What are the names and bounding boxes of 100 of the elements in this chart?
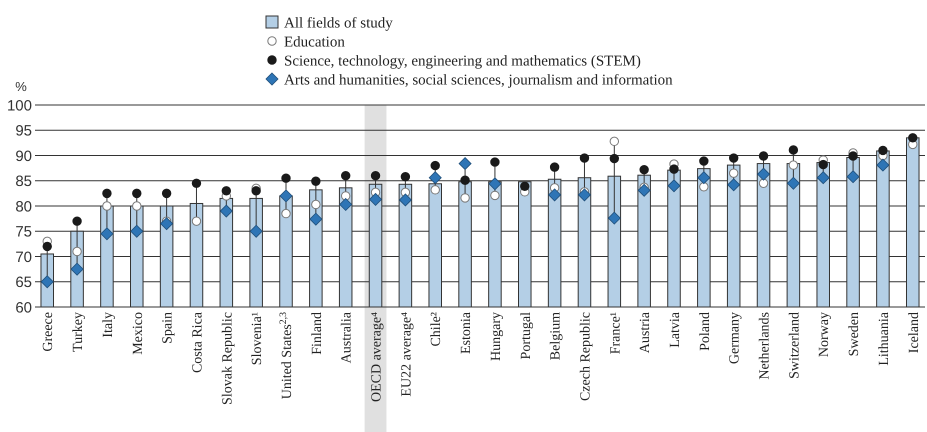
point: [430, 160, 440, 170]
point: [520, 182, 530, 192]
point: [100, 227, 114, 240]
y-tick-label: 65: [15, 274, 32, 291]
point: [369, 193, 382, 206]
point: [848, 151, 858, 161]
point: [220, 204, 233, 218]
x-tick-label: Turkey: [71, 312, 86, 352]
point: [757, 168, 770, 181]
point: [458, 157, 472, 170]
x-tick-label: Australia: [340, 311, 355, 364]
point: [490, 190, 500, 200]
point: [460, 193, 470, 203]
x-tick-label: Iceland: [906, 312, 922, 354]
x-tick-label: Finland: [310, 312, 325, 355]
x-tick-label: Mexico: [130, 312, 146, 355]
point: [846, 170, 860, 184]
point: [192, 178, 202, 188]
legend-label: Science, technology, engineering and mathematics (STEM): [284, 53, 641, 70]
point: [340, 191, 350, 201]
point: [132, 188, 142, 198]
point: [699, 182, 709, 192]
point: [72, 246, 82, 256]
x-tick-label: Germany: [728, 312, 743, 364]
x-tick-label: Hungary: [488, 312, 504, 361]
x-tick-label: OECD average⁴: [370, 312, 385, 402]
point: [251, 186, 261, 196]
point: [250, 224, 263, 238]
y-tick-label: 60: [15, 299, 32, 316]
point: [192, 216, 202, 226]
point: [339, 198, 352, 211]
x-tick-label: France¹: [608, 312, 624, 354]
x-tick-label: Costa Rica: [190, 311, 206, 374]
y-tick-label: 80: [15, 198, 32, 216]
point: [490, 157, 500, 167]
x-tick-label: Spain: [160, 312, 176, 344]
x-tick-label: Norway: [817, 312, 832, 358]
point: [281, 174, 291, 183]
legend-label: Arts and humanities, social sciences, journalism and information: [284, 72, 674, 88]
x-tick-label: Latvia: [668, 311, 683, 348]
point: [281, 208, 291, 218]
x-tick-label: Greece: [41, 312, 56, 352]
point: [132, 201, 142, 211]
point: [758, 178, 768, 188]
point: [102, 188, 112, 198]
point: [428, 171, 442, 184]
point: [370, 171, 380, 180]
point: [398, 194, 412, 206]
x-tick-label: Italy: [100, 312, 116, 338]
point: [668, 179, 680, 192]
point: [788, 160, 798, 170]
point: [578, 188, 591, 202]
x-tick-label: Portugal: [518, 312, 534, 360]
point: [548, 188, 562, 202]
point: [758, 151, 768, 161]
point: [697, 171, 710, 184]
x-tick-label: Poland: [698, 312, 713, 351]
point: [818, 160, 828, 170]
y-tick-label: 100: [6, 97, 32, 114]
point: [550, 162, 560, 172]
x-tick-label: Slovenia¹: [250, 312, 266, 366]
point: [488, 177, 502, 190]
point: [430, 185, 440, 195]
point: [786, 176, 800, 190]
point: [222, 186, 232, 196]
point: [610, 136, 620, 146]
point: [162, 188, 172, 198]
point: [280, 190, 292, 202]
point: [311, 200, 321, 210]
point: [309, 212, 322, 226]
point: [608, 212, 621, 225]
point: [42, 242, 52, 252]
point: [102, 201, 112, 211]
point: [130, 224, 144, 238]
x-tick-label: Estonia: [459, 311, 474, 354]
point: [580, 153, 590, 163]
point: [908, 133, 918, 143]
x-tick-label: EU22 average⁴: [399, 312, 414, 397]
point: [160, 217, 174, 230]
legend-label: Education: [284, 34, 346, 50]
x-tick-label: Switzerland: [787, 312, 802, 379]
point: [728, 168, 738, 178]
point: [638, 184, 651, 197]
x-tick-label: Slovak Republic: [220, 312, 236, 405]
x-tick-label: Austria: [638, 311, 654, 354]
point: [639, 164, 649, 174]
point: [727, 178, 740, 192]
x-tick-label: Czech Republic: [578, 312, 594, 402]
point: [460, 176, 470, 185]
point: [878, 146, 888, 156]
y-tick-label: 70: [15, 248, 32, 266]
point: [788, 145, 798, 155]
point: [669, 164, 679, 174]
y-axis-title: %: [15, 79, 28, 94]
x-tick-label: Lithuania: [876, 311, 892, 366]
x-tick-label: Netherlands: [758, 312, 773, 380]
legend-label: All fields of study: [284, 15, 394, 32]
y-tick-label: 90: [15, 148, 32, 165]
y-tick-label: 95: [15, 122, 32, 140]
point: [70, 262, 84, 276]
